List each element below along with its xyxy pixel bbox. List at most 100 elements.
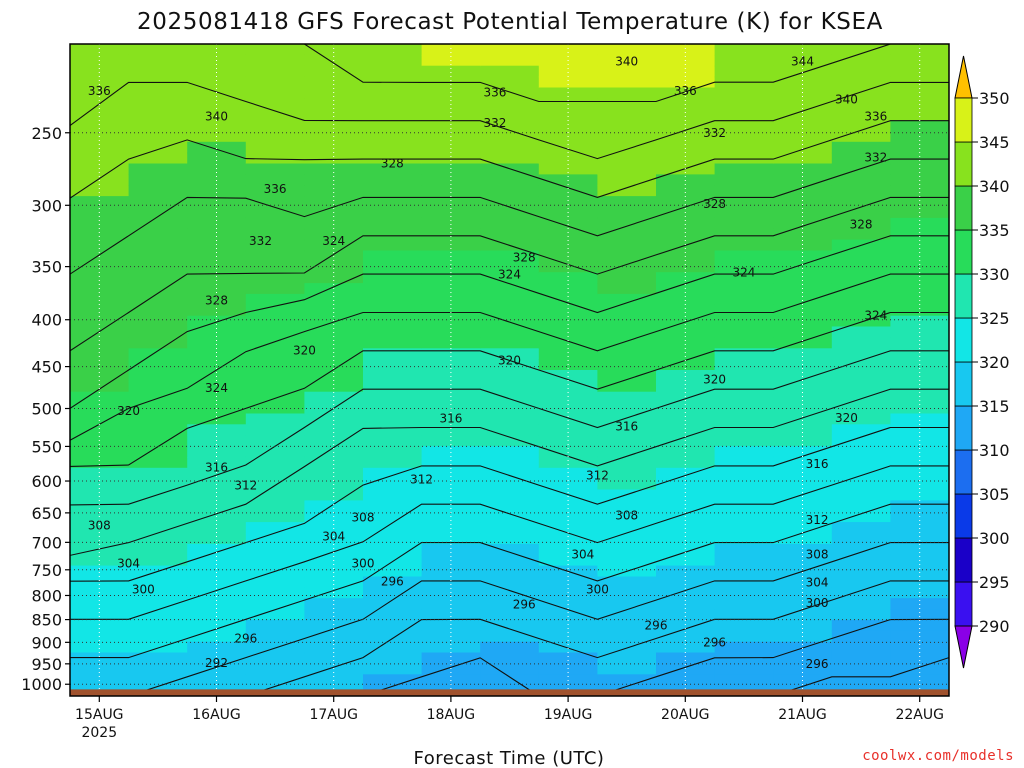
- contour-line: [70, 311, 949, 467]
- heatmap-cell: [245, 587, 305, 599]
- heatmap-cell: [773, 609, 833, 621]
- heatmap-cell: [245, 130, 305, 143]
- heatmap-cell: [656, 152, 716, 165]
- heatmap-cell: [128, 337, 188, 349]
- heatmap-cell: [128, 446, 188, 458]
- contour-label: 324: [205, 381, 228, 395]
- heatmap-cell: [363, 456, 423, 469]
- heatmap-cell: [70, 598, 130, 610]
- heatmap-cell: [363, 663, 423, 675]
- heatmap-cell: [187, 456, 247, 469]
- heatmap-cell: [656, 44, 716, 56]
- heatmap-cell: [480, 293, 540, 306]
- heatmap-cell: [714, 489, 774, 501]
- heatmap-cell: [480, 609, 540, 621]
- heatmap-cell: [656, 413, 716, 425]
- contour-labels: 336 340 340 344 336 336 340 336 332 332 332 328 336 3…: [88, 55, 887, 671]
- heatmap-cell: [363, 272, 423, 284]
- heatmap-cell: [245, 87, 305, 99]
- heatmap-cell: [831, 641, 891, 654]
- contour-label: 320: [498, 353, 521, 367]
- colorbar-label: 345: [979, 133, 1010, 152]
- heatmap-cell: [597, 120, 657, 132]
- y-tick-label: 500: [31, 400, 62, 419]
- credit-link[interactable]: coolwx.com/models: [862, 748, 1014, 764]
- heatmap-cell: [538, 380, 598, 393]
- heatmap-cell: [128, 217, 188, 230]
- heatmap-cell: [480, 511, 540, 523]
- heatmap-cell: [187, 337, 247, 349]
- heatmap-cell: [538, 65, 598, 78]
- heatmap-cell: [245, 337, 305, 349]
- heatmap-cell: [245, 228, 305, 241]
- contour-line: [70, 81, 949, 160]
- heatmap-cell: [831, 565, 891, 578]
- heatmap-cell: [128, 315, 188, 328]
- heatmap-cell: [187, 87, 247, 99]
- heatmap-cell: [714, 98, 774, 110]
- heatmap-cell: [304, 565, 364, 578]
- heatmap-cell: [128, 533, 188, 545]
- heatmap-cell: [831, 533, 891, 545]
- heatmap-cell: [831, 522, 891, 534]
- heatmap-cell: [773, 598, 833, 610]
- heatmap-cell: [890, 533, 949, 545]
- heatmap-cell: [890, 609, 949, 621]
- heatmap-cell: [890, 185, 949, 197]
- heatmap-cell: [890, 565, 949, 578]
- heatmap-cell: [597, 141, 657, 154]
- heatmap-cell: [421, 467, 481, 480]
- grid-lines: [70, 44, 949, 696]
- heatmap-cell: [187, 44, 247, 56]
- heatmap-cell: [304, 217, 364, 230]
- heatmap-cell: [128, 130, 188, 143]
- heatmap-cell: [245, 44, 305, 56]
- heatmap-cell: [597, 337, 657, 349]
- heatmap-cell: [656, 456, 716, 469]
- heatmap-cell: [421, 217, 481, 230]
- heatmap-cell: [480, 44, 540, 56]
- heatmap-cell: [597, 207, 657, 219]
- heatmap-cell: [421, 576, 481, 588]
- heatmap-cell: [538, 141, 598, 154]
- heatmap-cell: [421, 120, 481, 132]
- heatmap-cell: [714, 228, 774, 241]
- heatmap-cell: [714, 576, 774, 588]
- heatmap-cell: [304, 87, 364, 99]
- contour-line: [70, 158, 949, 275]
- heatmap-cell: [890, 141, 949, 154]
- heatmap-cell: [714, 522, 774, 534]
- heatmap-cell: [304, 598, 364, 610]
- colorbar-swatch: [954, 449, 973, 495]
- heatmap-cell: [70, 489, 130, 501]
- colorbar-label: 335: [979, 221, 1010, 240]
- heatmap-cell: [304, 663, 364, 675]
- colorbar-swatch: [954, 317, 973, 363]
- y-tick-label: 250: [31, 124, 62, 143]
- heatmap-cell: [363, 370, 423, 382]
- heatmap-cell: [421, 533, 481, 545]
- colorbar-label: 300: [979, 529, 1010, 548]
- heatmap-cell: [480, 174, 540, 186]
- heatmap-cell: [773, 44, 833, 56]
- contour-label: 332: [703, 126, 726, 140]
- heatmap-cell: [245, 435, 305, 447]
- heatmap-cell: [363, 576, 423, 588]
- heatmap-cell: [538, 304, 598, 317]
- heatmap-cell: [890, 228, 949, 241]
- heatmap-cell: [597, 380, 657, 393]
- heatmap-cell: [70, 163, 130, 175]
- heatmap-cell: [245, 120, 305, 132]
- heatmap-cell: [597, 261, 657, 273]
- heatmap-cell: [245, 554, 305, 567]
- heatmap-cell: [890, 304, 949, 317]
- heatmap-cell: [597, 630, 657, 643]
- heatmap-cell: [597, 413, 657, 425]
- heatmap-cell: [363, 609, 423, 621]
- x-tick-label: 22AUG: [895, 707, 944, 723]
- heatmap-cell: [304, 304, 364, 317]
- heatmap-cell: [597, 272, 657, 284]
- heatmap-cell: [890, 152, 949, 165]
- heatmap-cell: [714, 185, 774, 197]
- heatmap-cell: [597, 424, 657, 436]
